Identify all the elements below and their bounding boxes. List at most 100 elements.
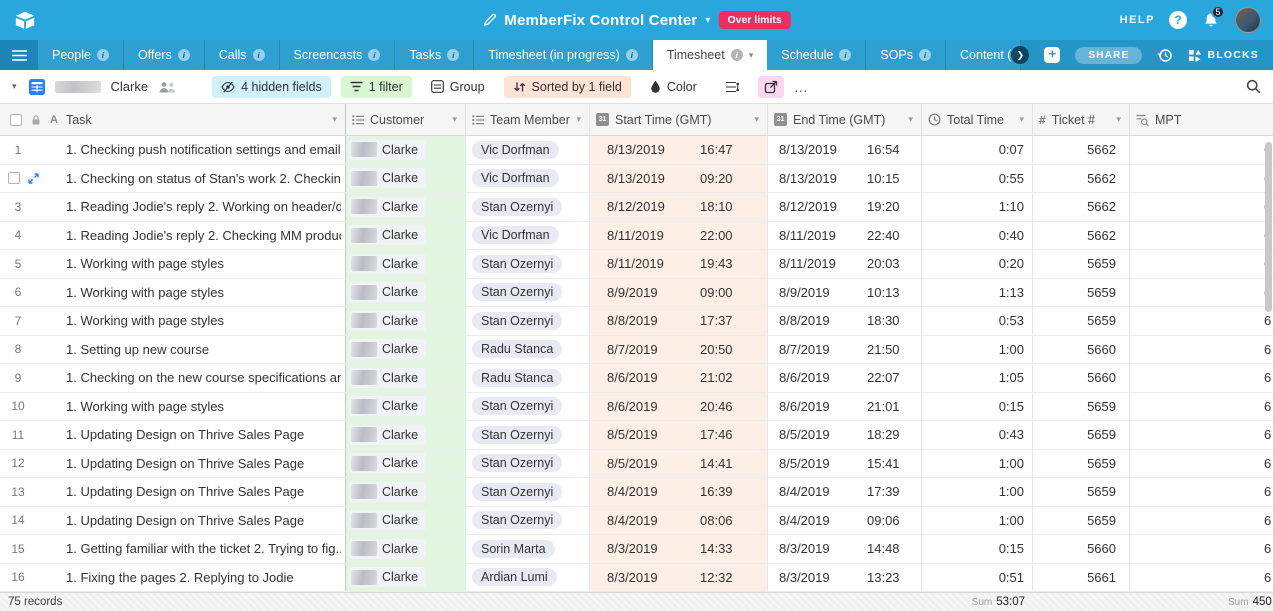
team-member-cell[interactable]: Stan Ozernyi [466,307,590,335]
task-cell[interactable]: 11 1. Updating Design on Thrive Sales Pa… [0,421,346,449]
end-time-cell[interactable]: 8/12/2019 19:20 [768,193,922,221]
tab-caret-icon[interactable]: ▾ [748,49,754,60]
customer-link-pill[interactable]: Clarke [349,168,427,189]
ticket-number-cell[interactable]: 5659 [1033,506,1130,534]
task-cell[interactable]: 10 1. Working with page styles [0,392,346,420]
task-cell[interactable]: 3 1. Reading Jodie's reply 2. Working on… [0,193,346,221]
view-name[interactable]: Clarke [110,79,149,94]
filter-button[interactable]: 1 filter [340,75,412,98]
base-title[interactable]: MemberFix Control Center [504,11,698,29]
tab-calls[interactable]: Calls i [204,40,280,70]
airtable-logo[interactable] [14,11,36,30]
tab-info-icon[interactable]: i [839,49,852,61]
add-table-button[interactable]: + [1044,47,1061,63]
ticket-number-cell[interactable]: 5662 [1033,193,1130,221]
column-menu-caret[interactable]: ▾ [908,114,913,124]
team-member-cell[interactable]: Vic Dorfman [466,136,590,164]
share-view-button[interactable] [757,75,784,98]
ticket-number-cell[interactable]: 5659 [1033,449,1130,477]
team-member-cell[interactable]: Stan Ozernyi [466,392,590,420]
end-time-cell[interactable]: 8/5/2019 15:41 [768,449,922,477]
customer-cell[interactable]: Clarke [346,136,466,164]
blocks-button[interactable]: BLOCKS [1188,49,1259,62]
start-time-cell[interactable]: 8/9/2019 09:00 [590,278,768,306]
group-button[interactable]: Group [422,76,494,98]
help-button[interactable]: HELP [1119,14,1155,26]
tab-info-icon[interactable]: i [252,49,265,61]
start-time-cell[interactable]: 8/7/2019 20:50 [590,335,768,363]
ticket-number-cell[interactable]: 5660 [1033,335,1130,363]
team-member-cell[interactable]: Stan Ozernyi [466,478,590,506]
tab-people[interactable]: People i [38,40,124,70]
mpt-cell[interactable]: 6 [1130,507,1273,535]
customer-cell[interactable]: Clarke [346,563,466,591]
customer-cell[interactable]: Clarke [346,250,466,278]
total-time-cell[interactable]: 1:05 [922,364,1033,392]
scroll-tabs-right-button[interactable]: ❯ [1011,46,1030,64]
customer-cell[interactable]: Clarke [346,392,466,420]
column-header-mpt[interactable]: MPT [1130,104,1273,135]
ticket-number-cell[interactable]: 5659 [1033,421,1130,449]
tab-info-icon[interactable]: i [919,49,932,61]
ticket-number-cell[interactable]: 5662 [1033,221,1130,249]
ticket-number-cell[interactable]: 5659 [1033,278,1130,306]
mpt-cell[interactable]: 6 [1130,393,1273,421]
total-time-cell[interactable]: 1:00 [922,506,1033,534]
end-time-cell[interactable]: 8/3/2019 14:48 [768,535,922,563]
customer-cell[interactable]: Clarke [346,307,466,335]
start-time-cell[interactable]: 8/12/2019 18:10 [590,193,768,221]
total-time-cell[interactable]: 0:40 [922,221,1033,249]
mpt-cell[interactable]: 6 [1130,535,1273,563]
total-time-cell[interactable]: 0:15 [922,535,1033,563]
end-time-cell[interactable]: 8/6/2019 21:01 [768,392,922,420]
customer-link-pill[interactable]: Clarke [349,339,427,360]
team-member-cell[interactable]: Stan Ozernyi [466,278,590,306]
customer-link-pill[interactable]: Clarke [349,282,427,303]
end-time-cell[interactable]: 8/13/2019 16:54 [768,136,922,164]
customer-cell[interactable]: Clarke [346,221,466,249]
task-cell[interactable]: 7 1. Working with page styles [0,307,346,335]
end-time-cell[interactable]: 8/5/2019 18:29 [768,421,922,449]
end-time-cell[interactable]: 8/6/2019 22:07 [768,364,922,392]
customer-link-pill[interactable]: Clarke [349,225,427,246]
task-cell[interactable]: 15 1. Getting familiar with the ticket 2… [0,535,346,563]
tab-info-icon[interactable]: i [625,49,638,61]
tab-info-icon[interactable]: i [96,49,109,61]
customer-link-pill[interactable]: Clarke [349,510,427,531]
edit-title-pencil-icon[interactable] [482,13,496,27]
ticket-number-cell[interactable]: 5659 [1033,392,1130,420]
ticket-number-cell[interactable]: 5659 [1033,250,1130,278]
end-time-cell[interactable]: 8/13/2019 10:15 [768,164,922,192]
task-cell[interactable]: 1 1. Checking push notification settings… [0,136,346,164]
tab-timesheet-in-progress-[interactable]: Timesheet (in progress) i [474,40,653,70]
customer-cell[interactable]: Clarke [346,164,466,192]
team-member-cell[interactable]: Stan Ozernyi [466,449,590,477]
column-menu-caret[interactable]: ▾ [332,114,337,124]
tab-screencasts[interactable]: Screencasts i [279,40,396,70]
column-header-total-time[interactable]: Total Time ▾ [922,104,1033,135]
tab-info-icon[interactable]: i [177,49,190,61]
start-time-cell[interactable]: 8/8/2019 17:37 [590,307,768,335]
more-options-button[interactable]: … [793,78,809,95]
customer-link-pill[interactable]: Clarke [349,538,427,559]
column-header-customer[interactable]: Customer ▾ [346,104,466,135]
start-time-cell[interactable]: 8/3/2019 14:33 [590,535,768,563]
search-icon[interactable] [1246,79,1261,94]
select-all-checkbox[interactable] [10,113,22,126]
total-time-cell[interactable]: 0:07 [922,136,1033,164]
customer-link-pill[interactable]: Clarke [349,567,427,588]
total-time-cell[interactable]: 0:20 [922,250,1033,278]
customer-cell[interactable]: Clarke [346,335,466,363]
start-time-cell[interactable]: 8/6/2019 21:02 [590,364,768,392]
mpt-cell[interactable]: 6 [1130,421,1273,449]
total-time-cell[interactable]: 0:55 [922,164,1033,192]
team-member-cell[interactable]: Stan Ozernyi [466,250,590,278]
total-time-cell[interactable]: 1:00 [922,478,1033,506]
tab-info-icon[interactable]: i [730,49,743,61]
total-time-cell[interactable]: 1:13 [922,278,1033,306]
team-member-cell[interactable]: Stan Ozernyi [466,193,590,221]
mpt-cell[interactable]: 6 [1130,193,1273,221]
views-caret-icon[interactable]: ▾ [12,81,17,91]
end-time-cell[interactable]: 8/4/2019 09:06 [768,506,922,534]
mpt-cell[interactable]: 6 [1130,136,1273,164]
